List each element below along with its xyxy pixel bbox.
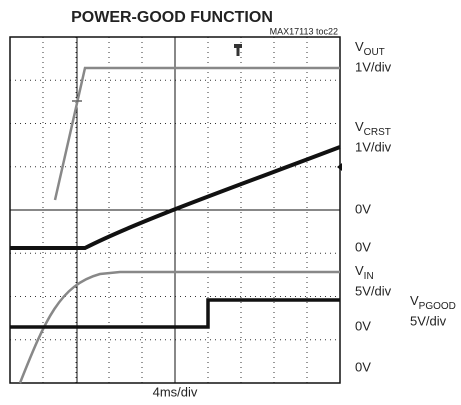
trace-vout [53,66,340,201]
channel-name: VIN [355,263,374,281]
title: POWER-GOOD FUNCTION [71,9,273,26]
channel-name-main: V [410,293,419,308]
zero-label: 0V [355,239,371,254]
channel-scale: 1V/div [355,59,392,74]
channel-name: VCRST [355,119,391,137]
channel-name-main: V [355,39,364,54]
channel-name-sub: IN [364,271,374,282]
channel-name-sub: PGOOD [419,301,456,312]
channel-name: VOUT [355,39,385,57]
channel-scale: 5V/div [355,283,392,298]
zero-label: 0V [355,359,371,374]
zero-label: 0V [355,318,371,333]
level-marker [337,163,342,171]
channel-scale: 1V/div [355,139,392,154]
trace-vcrst [10,145,341,250]
trace-vpgood [10,298,340,329]
channel-name-main: V [355,119,364,134]
channel-name-sub: CRST [364,127,391,138]
channel-name: VPGOOD [410,293,456,311]
time-scale: 4ms/div [153,384,198,399]
zero-label: 0V [355,201,371,216]
trigger-marker [234,44,242,56]
figure-id: MAX17113 toc22 [270,26,338,36]
trace-vin [18,270,340,384]
channel-name-main: V [355,263,364,278]
labels: VOUT1V/divVCRST1V/divVIN5V/divVPGOOD5V/d… [355,39,456,374]
channel-scale: 5V/div [410,313,447,328]
channel-name-sub: OUT [364,47,385,58]
